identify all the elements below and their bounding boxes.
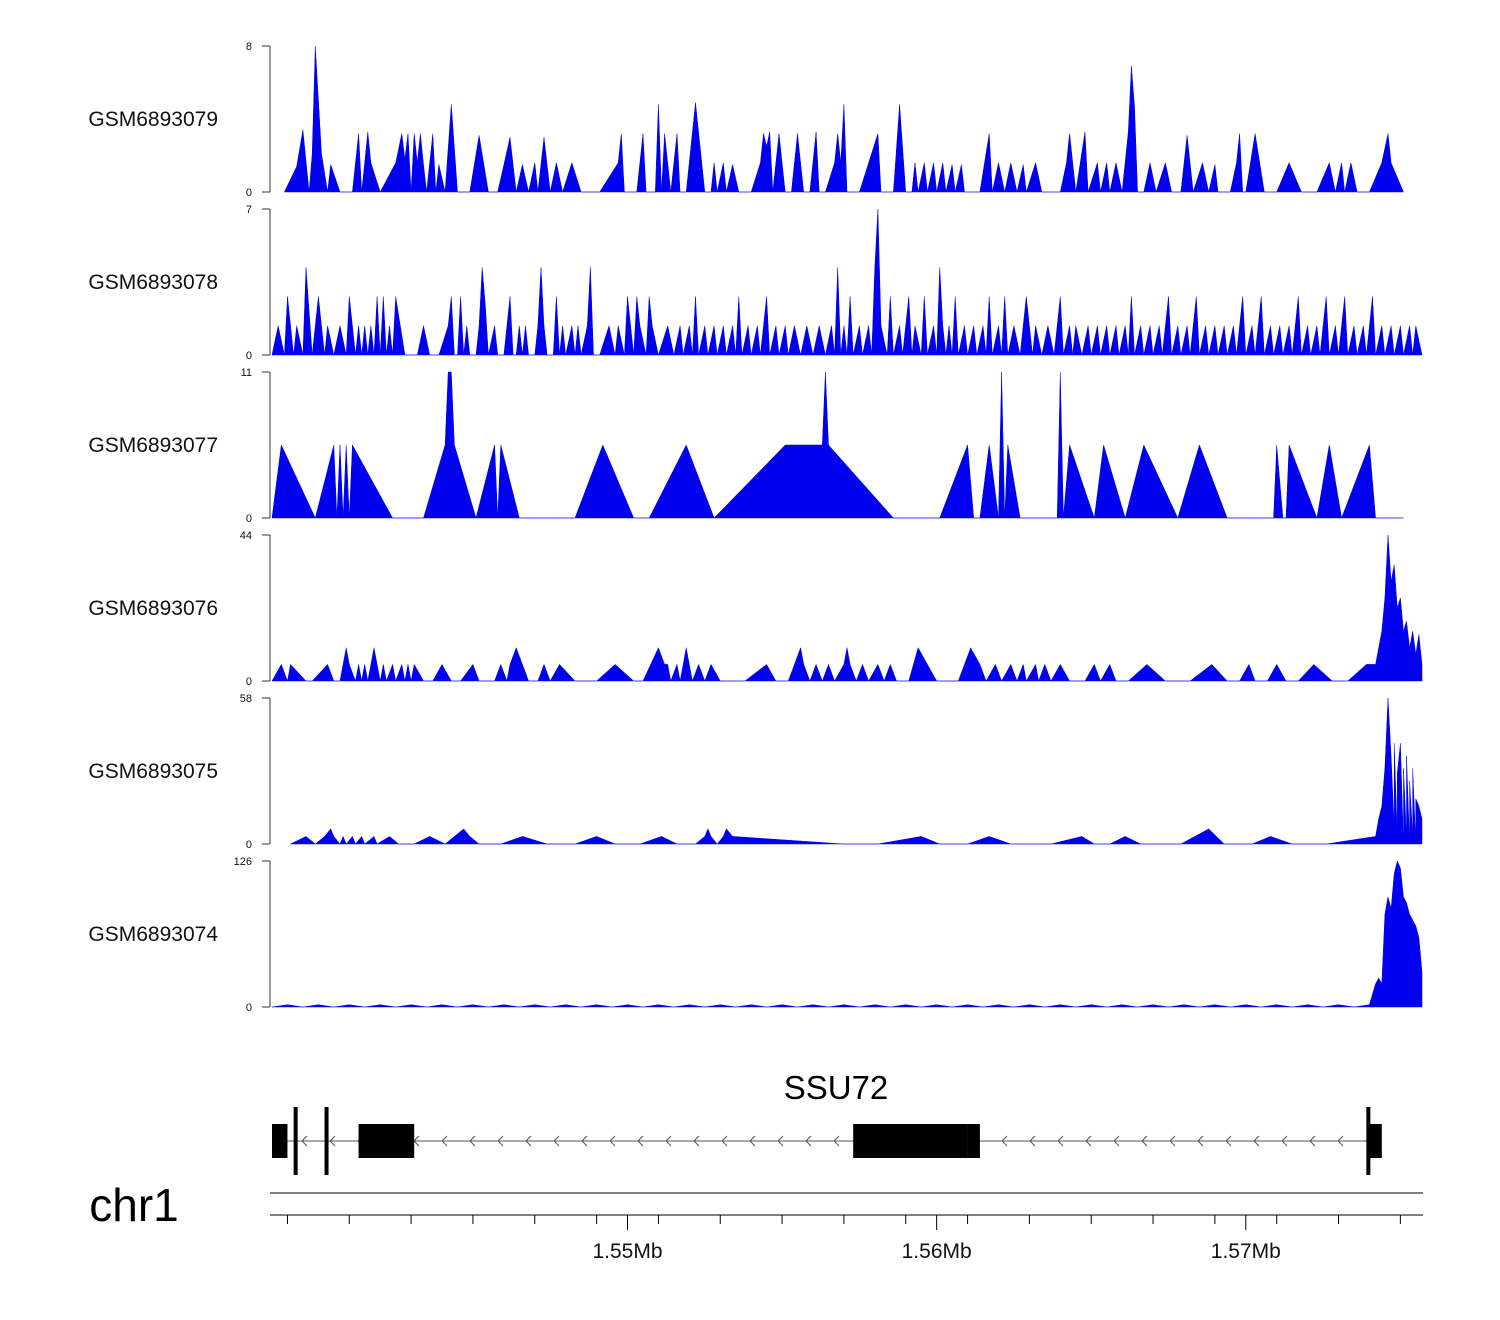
strand-arrow bbox=[1085, 1135, 1092, 1147]
exon-block bbox=[324, 1107, 329, 1175]
exon-block bbox=[272, 1124, 288, 1158]
track-label: GSM6893077 bbox=[88, 434, 218, 457]
track-GSM6893079: GSM6893079 8 0 bbox=[88, 41, 1404, 199]
coverage-area-GSM6893077 bbox=[271, 371, 1404, 519]
genome-axis: chr1 1.55Mb 1.56Mb 1.57Mb bbox=[89, 1179, 1423, 1263]
axis-tick-label: 1.56Mb bbox=[902, 1240, 972, 1263]
y-tick-label-max: 58 bbox=[240, 693, 252, 705]
y-tick-label-max: 126 bbox=[234, 856, 252, 868]
coverage-area-GSM6893078 bbox=[271, 208, 1423, 356]
strand-arrow bbox=[609, 1135, 616, 1147]
track-label: GSM6893074 bbox=[88, 923, 218, 946]
coverage-area-GSM6893075 bbox=[290, 697, 1423, 845]
exon-block bbox=[853, 1124, 968, 1158]
y-tick-label-max: 7 bbox=[246, 204, 252, 216]
y-tick-label-min: 0 bbox=[246, 839, 252, 851]
strand-arrow bbox=[637, 1135, 644, 1147]
coverage-area-GSM6893074 bbox=[271, 860, 1423, 1008]
strand-arrow bbox=[1057, 1135, 1064, 1147]
chromosome-label: chr1 bbox=[89, 1179, 178, 1231]
strand-arrow bbox=[1253, 1135, 1260, 1147]
strand-arrow bbox=[749, 1135, 756, 1147]
strand-arrow bbox=[1029, 1135, 1036, 1147]
track-GSM6893076: GSM6893076 44 0 bbox=[88, 530, 1423, 688]
strand-arrow bbox=[581, 1135, 588, 1147]
strand-arrow bbox=[497, 1135, 504, 1147]
exon-block bbox=[1366, 1107, 1371, 1175]
y-tick-label-max: 44 bbox=[240, 530, 252, 542]
strand-arrow bbox=[1113, 1135, 1120, 1147]
strand-arrow bbox=[301, 1135, 308, 1147]
strand-arrow bbox=[1225, 1135, 1232, 1147]
gene-name: SSU72 bbox=[784, 1069, 889, 1106]
strand-arrow bbox=[525, 1135, 532, 1147]
exon-block bbox=[967, 1124, 980, 1158]
track-GSM6893078: GSM6893078 7 0 bbox=[88, 204, 1423, 362]
track-label: GSM6893079 bbox=[88, 108, 218, 131]
strand-arrow bbox=[553, 1135, 560, 1147]
strand-arrow bbox=[1169, 1135, 1176, 1147]
y-tick-label-max: 11 bbox=[241, 367, 252, 379]
strand-arrow bbox=[665, 1135, 672, 1147]
exon-block bbox=[358, 1124, 415, 1158]
track-GSM6893077: GSM6893077 11 0 bbox=[88, 367, 1404, 525]
track-label: GSM6893075 bbox=[88, 760, 218, 783]
y-tick-label-min: 0 bbox=[246, 187, 252, 199]
coverage-area-GSM6893079 bbox=[284, 45, 1404, 193]
y-tick-label-min: 0 bbox=[246, 350, 252, 362]
strand-arrow bbox=[329, 1135, 336, 1147]
y-tick-label-min: 0 bbox=[246, 1002, 252, 1014]
strand-arrow bbox=[1197, 1135, 1204, 1147]
strand-arrow bbox=[1001, 1135, 1008, 1147]
strand-arrow bbox=[721, 1135, 728, 1147]
strand-arrow bbox=[1337, 1135, 1344, 1147]
strand-arrow bbox=[693, 1135, 700, 1147]
strand-arrow bbox=[777, 1135, 784, 1147]
strand-arrow bbox=[1281, 1135, 1288, 1147]
strand-arrow bbox=[469, 1135, 476, 1147]
gene-annotation-track: SSU72 bbox=[272, 1069, 1382, 1175]
y-tick-label-min: 0 bbox=[246, 676, 252, 688]
axis-tick-label: 1.55Mb bbox=[592, 1240, 662, 1263]
exon-block bbox=[293, 1107, 298, 1175]
strand-arrow bbox=[1309, 1135, 1316, 1147]
y-tick-label-max: 8 bbox=[246, 41, 252, 53]
y-tick-label-min: 0 bbox=[246, 513, 252, 525]
track-GSM6893074: GSM6893074 126 0 bbox=[88, 856, 1423, 1014]
track-GSM6893075: GSM6893075 58 0 bbox=[88, 693, 1423, 851]
exon-block bbox=[1369, 1124, 1382, 1158]
coverage-area-GSM6893076 bbox=[271, 534, 1423, 682]
strand-arrow bbox=[805, 1135, 812, 1147]
axis-tick-label: 1.57Mb bbox=[1211, 1240, 1281, 1263]
track-label: GSM6893078 bbox=[88, 271, 218, 294]
coverage-tracks: GSM689307980GSM689307870GSM6893077110GSM… bbox=[88, 41, 1423, 1014]
track-label: GSM6893076 bbox=[88, 597, 218, 620]
strand-arrow bbox=[441, 1135, 448, 1147]
strand-arrow bbox=[833, 1135, 840, 1147]
strand-arrow bbox=[1141, 1135, 1148, 1147]
